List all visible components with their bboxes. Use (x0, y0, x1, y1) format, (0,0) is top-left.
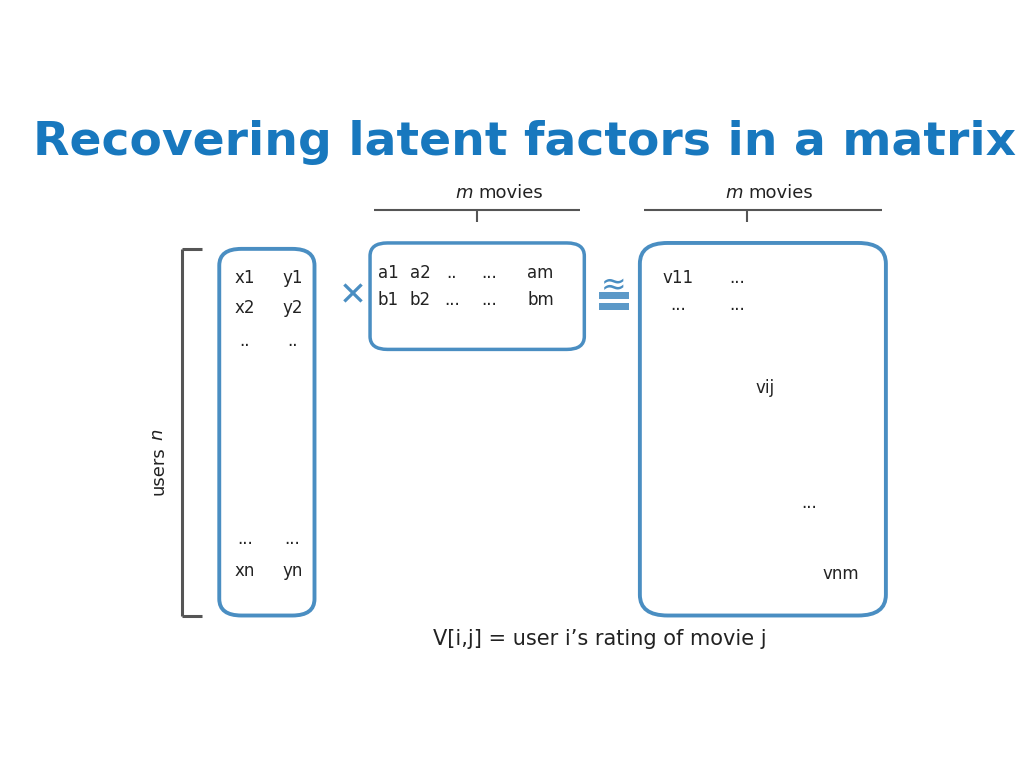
Text: $n$: $n$ (150, 429, 167, 442)
Text: V[i,j] = user i’s rating of movie j: V[i,j] = user i’s rating of movie j (433, 629, 767, 649)
Text: ...: ... (444, 291, 460, 310)
Text: yn: yn (282, 562, 302, 580)
Text: users: users (150, 446, 167, 495)
Text: ...: ... (730, 296, 745, 314)
Text: ..: .. (446, 263, 457, 282)
Text: ...: ... (481, 263, 497, 282)
Text: ..: .. (240, 332, 250, 349)
Text: ✕: ✕ (339, 280, 367, 313)
FancyBboxPatch shape (599, 292, 629, 299)
Text: ≈: ≈ (601, 271, 627, 300)
Text: ...: ... (801, 494, 817, 512)
Text: b1: b1 (378, 291, 399, 310)
Text: a2: a2 (410, 263, 430, 282)
Text: ...: ... (285, 530, 300, 548)
Text: xn: xn (234, 562, 255, 580)
Text: bm: bm (527, 291, 554, 310)
Text: b2: b2 (410, 291, 431, 310)
Text: am: am (527, 263, 554, 282)
Text: ...: ... (730, 270, 745, 287)
Text: y2: y2 (282, 299, 302, 317)
FancyBboxPatch shape (599, 303, 629, 310)
Text: ...: ... (237, 530, 253, 548)
Text: ..: .. (287, 332, 298, 349)
Text: Recovering latent factors in a matrix: Recovering latent factors in a matrix (33, 120, 1017, 165)
Text: ...: ... (670, 296, 686, 314)
Text: movies: movies (749, 184, 813, 202)
Text: movies: movies (479, 184, 544, 202)
Text: x2: x2 (234, 299, 255, 317)
Text: a1: a1 (378, 263, 398, 282)
Text: x1: x1 (234, 270, 255, 287)
Text: y1: y1 (282, 270, 302, 287)
Text: ...: ... (481, 291, 497, 310)
Text: $m$: $m$ (455, 184, 473, 202)
Text: vij: vij (756, 379, 775, 397)
Text: v11: v11 (663, 270, 693, 287)
Text: $m$: $m$ (725, 184, 743, 202)
Text: vnm: vnm (822, 565, 859, 583)
